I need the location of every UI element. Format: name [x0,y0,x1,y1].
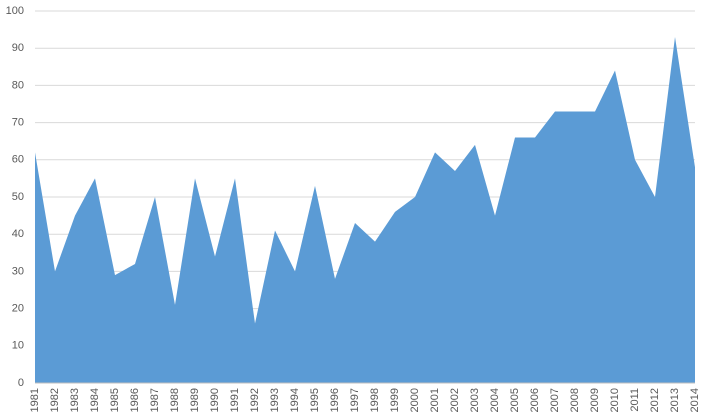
x-tick-label: 1986 [129,388,141,412]
x-tick-label: 1981 [29,388,41,412]
x-tick-label: 2002 [449,388,461,412]
x-tick-label: 1995 [309,388,321,412]
x-tick-label: 2010 [609,388,621,412]
x-tick-label: 1989 [189,388,201,412]
x-tick-label: 1992 [249,388,261,412]
x-tick-label: 1990 [209,388,221,412]
y-tick-label: 90 [12,42,24,54]
x-tick-label: 2008 [569,388,581,412]
y-tick-label: 100 [6,5,24,17]
x-tick-label: 1991 [229,388,241,412]
y-tick-label: 80 [12,79,24,91]
x-tick-label: 2001 [429,388,441,412]
x-tick-label: 2005 [509,388,521,412]
y-tick-label: 10 [12,340,24,352]
x-tick-label: 1988 [169,388,181,412]
y-tick-label: 70 [12,117,24,129]
y-tick-label: 60 [12,154,24,166]
x-tick-label: 2004 [489,388,501,412]
y-tick-label: 50 [12,191,24,203]
area [35,37,695,383]
x-tick-label: 2013 [669,388,681,412]
x-tick-label: 2003 [469,388,481,412]
x-tick-label: 1987 [149,388,161,412]
x-tick-label: 2011 [629,388,641,412]
y-tick-label: 30 [12,265,24,277]
x-tick-label: 2009 [589,388,601,412]
x-tick-label: 1993 [269,388,281,412]
x-tick-label: 1982 [49,388,61,412]
x-tick-label: 1983 [69,388,81,412]
x-tick-label: 2007 [549,388,561,412]
x-tick-label: 1994 [289,388,301,412]
x-tick-label: 2000 [409,388,421,412]
y-tick-label: 0 [18,377,24,389]
y-tick-label: 20 [12,303,24,315]
x-tick-label: 2012 [649,388,661,412]
x-tick-label: 1984 [89,388,101,412]
y-tick-label: 40 [12,228,24,240]
x-tick-label: 2014 [689,388,701,412]
x-tick-label: 1996 [329,388,341,412]
x-tick-label: 1998 [369,388,381,412]
x-tick-label: 1985 [109,388,121,412]
x-tick-label: 2006 [529,388,541,412]
x-tick-label: 1999 [389,388,401,412]
x-tick-label: 1997 [349,388,361,412]
